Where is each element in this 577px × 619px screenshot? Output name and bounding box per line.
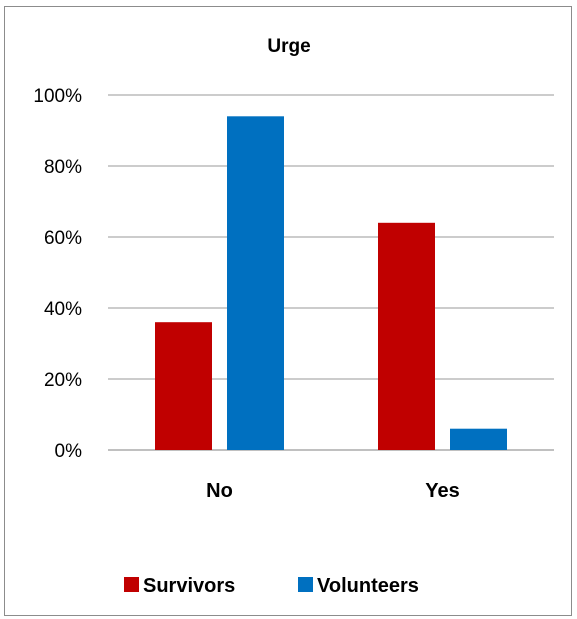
chart-frame — [4, 6, 572, 616]
bar-survivors-yes — [378, 222, 435, 450]
legend: Survivors Volunteers — [124, 575, 419, 597]
y-axis-ticks: 0% 20% 40% 60% 80% 100% — [33, 86, 82, 462]
x-axis-categories: No Yes — [206, 480, 460, 502]
legend-swatch-volunteers — [298, 577, 313, 592]
y-tick-label: 20% — [44, 370, 82, 391]
legend-label-volunteers: Volunteers — [317, 575, 419, 597]
x-category-label: No — [206, 480, 233, 502]
bar-volunteers-no — [227, 116, 284, 451]
y-tick-label: 60% — [44, 228, 82, 249]
bars — [155, 116, 507, 451]
chart-title: Urge — [267, 36, 310, 57]
y-tick-label: 100% — [33, 86, 82, 107]
y-tick-label: 80% — [44, 157, 82, 178]
bar-survivors-no — [155, 322, 212, 450]
y-tick-label: 40% — [44, 299, 82, 320]
y-tick-label: 0% — [55, 441, 83, 462]
bar-volunteers-yes — [450, 428, 507, 450]
legend-label-survivors: Survivors — [143, 575, 235, 597]
legend-swatch-survivors — [124, 577, 139, 592]
x-category-label: Yes — [425, 480, 459, 502]
